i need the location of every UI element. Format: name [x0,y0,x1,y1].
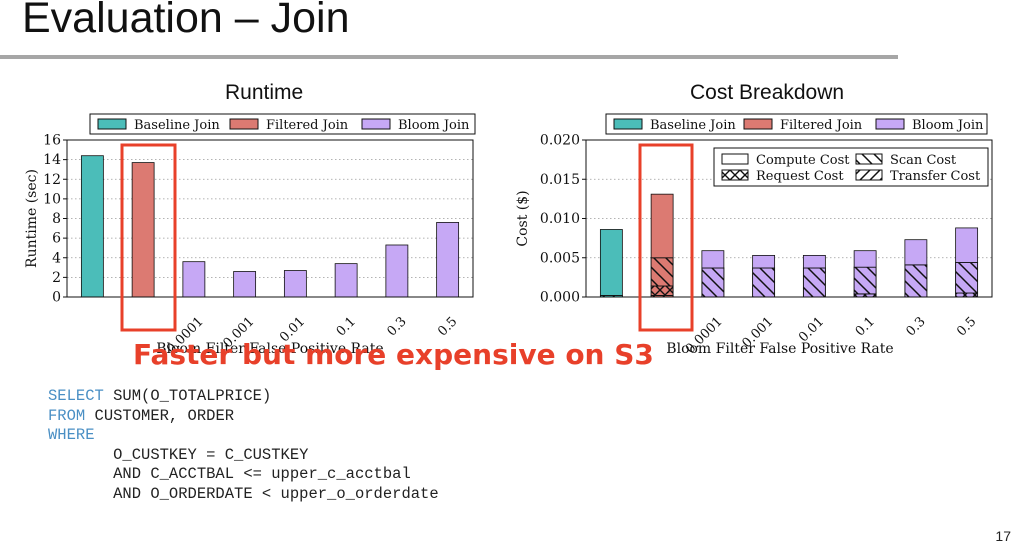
slide-title: Evaluation – Join [22,0,350,42]
highlight-box [120,143,177,332]
sql-text: CUSTOMER, ORDER [85,406,235,425]
runtime-chart-title: Runtime [225,81,304,104]
sql-text: O_CUSTKEY = C_CUSTKEY [48,445,309,464]
legend-swatch [875,118,905,130]
title-divider [0,55,898,59]
stack-legend-box [713,147,989,187]
sql-text: AND C_ACCTBAL <= upper_c_acctbal [48,465,411,483]
cost-bar-segment [904,239,928,266]
cost-bar-segment [802,254,826,269]
sql-line: WHERE [48,426,95,444]
y-tick-label: 0 [52,290,61,306]
cost-bar-hatch [701,267,725,298]
cost-bar-hatch [752,267,776,298]
sql-text: SUM(O_TOTALPRICE) [103,387,272,405]
legend-label: Bloom Join [398,118,470,133]
stack-legend-label: Request Cost [756,169,844,184]
sql-keyword: WHERE [48,426,95,444]
y-tick-label: 0.010 [540,211,580,227]
legend-swatch [743,118,773,130]
y-tick-label: 10 [43,191,61,207]
x-tick-label: 0.3 [903,314,928,339]
plot-frame [66,139,474,298]
y-tick-label: 6 [52,231,61,247]
sql-query: SELECT SUM(O_TOTALPRICE) FROM CUSTOMER, … [48,387,439,504]
legend-label: Filtered Join [266,118,349,133]
cost-bar-segment [853,250,877,268]
y-tick-label: 2 [52,270,61,286]
stack-legend-swatch [855,153,883,165]
sql-line: O_CUSTKEY = C_CUSTKEY [48,446,308,464]
sql-line: SELECT SUM(O_TOTALPRICE) [48,387,271,405]
cost-bar-hatch [955,292,979,298]
y-tick-label: 16 [43,133,61,149]
y-tick-label: 8 [52,211,61,227]
cost-bar-hatch [853,266,877,295]
y-axis-label: Runtime (sec) [24,169,40,268]
x-tick-label: 0.5 [954,314,979,339]
stack-legend-label: Compute Cost [756,153,850,168]
y-tick-label: 12 [43,172,61,188]
cost-bar-segment [599,229,623,296]
x-axis-label: Bloom Filter False Positive Rate [156,341,383,357]
y-tick-label: 0.000 [540,290,580,306]
cost-bar-segment [752,254,776,269]
y-tick-label: 14 [43,152,61,168]
y-axis-label: Cost ($) [515,190,531,246]
stack-legend-swatch [721,169,749,181]
legend-label: Bloom Join [912,118,984,133]
plot-frame [585,139,993,298]
sql-line: AND C_ACCTBAL <= upper_c_acctbal [48,465,411,483]
stack-legend-label: Transfer Cost [890,169,981,184]
callout-text: Faster but more expensive on S3 [133,338,654,371]
stack-legend-label: Scan Cost [890,153,957,168]
legend-swatch [613,118,643,130]
legend-label: Filtered Join [780,118,863,133]
y-tick-label: 4 [52,250,61,266]
sql-keyword: SELECT [48,387,104,405]
cost-bar-hatch [650,285,674,296]
cost-bar-hatch [650,257,674,287]
legend-swatch [229,118,259,130]
y-tick-label: 0.015 [540,172,580,188]
stack-legend-swatch [855,169,883,181]
legend-label: Baseline Join [134,118,220,133]
stack-legend-swatch [721,153,749,165]
x-tick-label: 0.1 [853,314,878,339]
x-axis-label: Bloom Filter False Positive Rate [666,341,893,357]
y-tick-label: 0.005 [540,250,580,266]
page-number: 17 [995,528,1011,544]
sql-line: AND O_ORDERDATE < upper_o_orderdate [48,485,439,503]
sql-keyword: FROM [48,406,86,425]
sql-line: FROM CUSTOMER, ORDER [48,407,234,425]
legend-swatch [97,118,127,130]
sql-text: AND O_ORDERDATE < upper_o_orderdate [48,484,439,503]
cost-bar-segment [955,227,979,263]
cost-bar-hatch [955,262,979,294]
cost-bar-segment [650,193,674,259]
cost-bar-hatch [904,264,928,298]
cost-chart-title: Cost Breakdown [690,81,845,104]
legend-swatch [361,118,391,130]
highlight-box [638,143,694,332]
cost-bar-segment [701,250,725,269]
legend-label: Baseline Join [650,118,736,133]
y-tick-label: 0.020 [540,133,580,149]
cost-bar-hatch [802,267,826,298]
